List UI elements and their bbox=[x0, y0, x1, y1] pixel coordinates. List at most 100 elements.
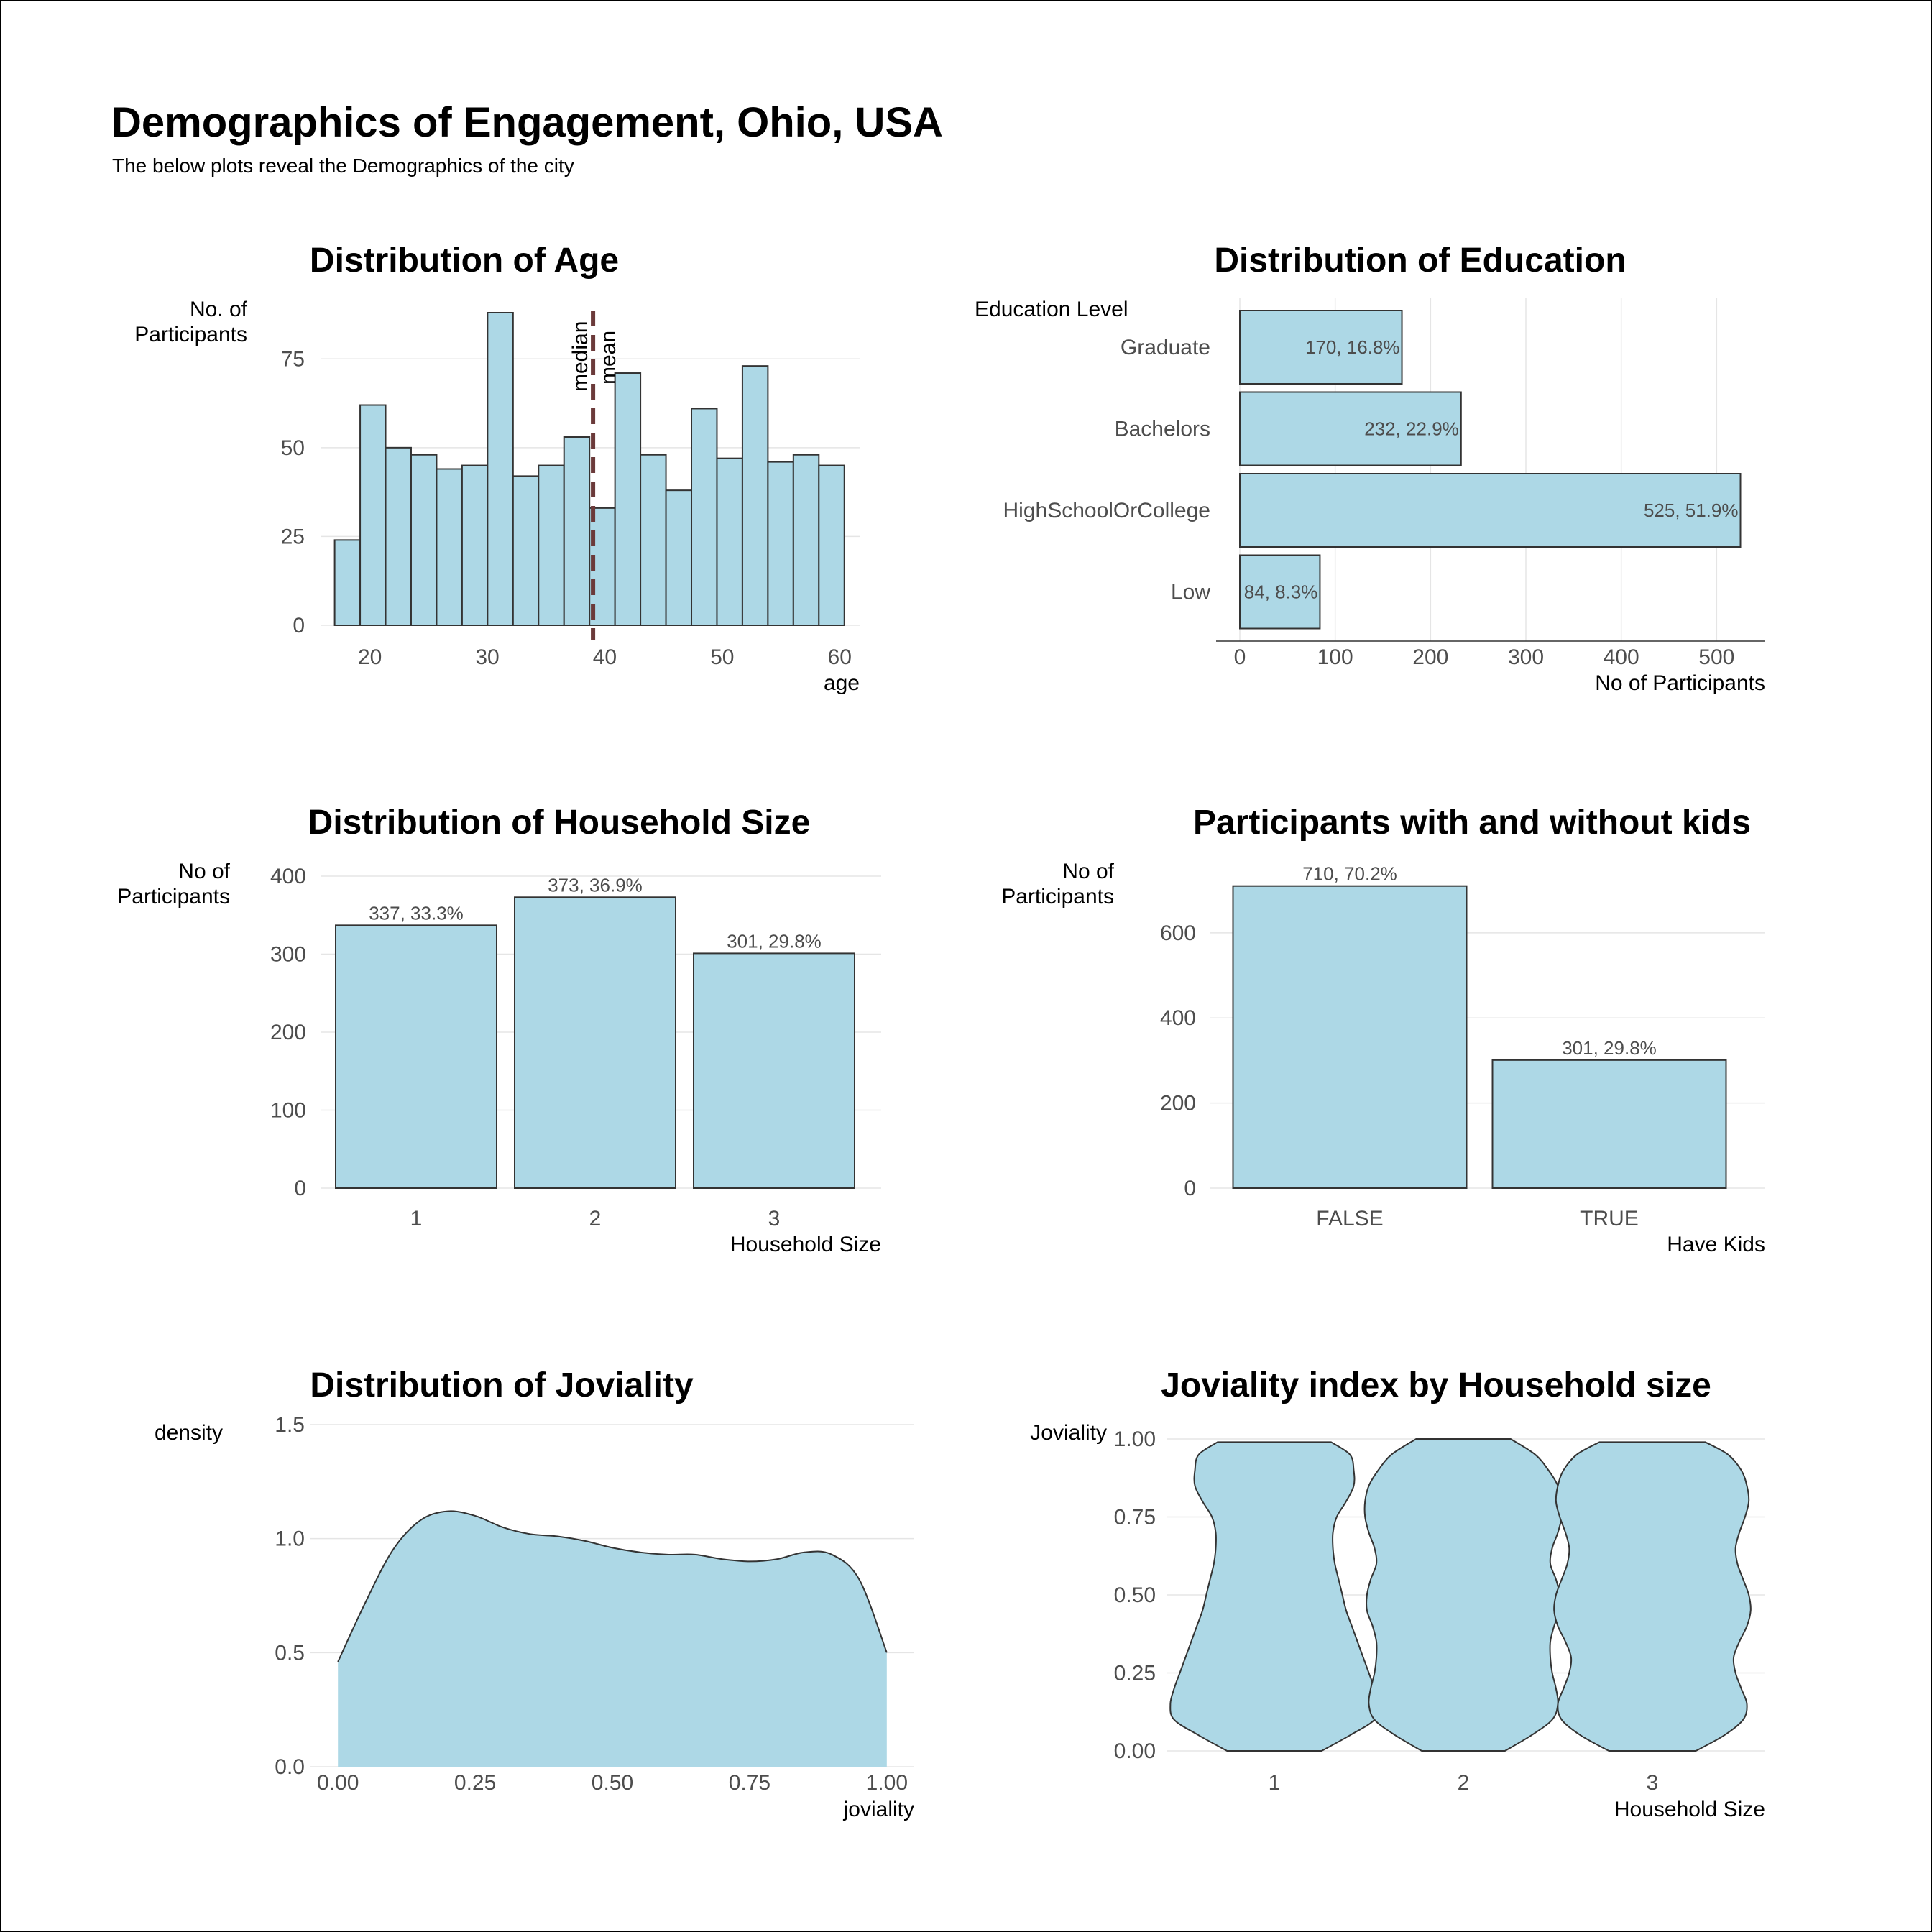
x-axis-title: Household Size bbox=[730, 1233, 881, 1256]
y-tick-label: 0.50 bbox=[1114, 1583, 1156, 1607]
bar-value-label: 301, 29.8% bbox=[727, 930, 822, 952]
bar-value-label: 373, 36.9% bbox=[548, 874, 643, 896]
violin-shape bbox=[1553, 1441, 1752, 1752]
y-tick-label: 50 bbox=[281, 436, 305, 460]
kids-bar-panel: Participants with and without kids 710, 7… bbox=[1001, 804, 1765, 1256]
education-bar-panel: Distribution of Education 170, 16.8% Gradu… bbox=[975, 242, 1765, 695]
y-tick-label: 0.0 bbox=[275, 1755, 305, 1779]
category-bar bbox=[1491, 1059, 1727, 1190]
x-tick-label: 0.00 bbox=[317, 1771, 359, 1795]
y-tick-label: 200 bbox=[1160, 1092, 1196, 1116]
y-tick-label: 100 bbox=[270, 1099, 306, 1123]
y-tick-label: Graduate bbox=[1121, 336, 1210, 359]
x-tick-label: 2 bbox=[589, 1207, 602, 1230]
histogram-bar bbox=[818, 464, 845, 626]
x-tick-label: TRUE bbox=[1580, 1207, 1639, 1230]
y-axis-title: No. of Participants bbox=[134, 298, 247, 346]
bar-value-label: 710, 70.2% bbox=[1302, 863, 1397, 885]
education-bar bbox=[1239, 391, 1462, 466]
bar-value-label: 525, 51.9% bbox=[1644, 500, 1739, 521]
y-tick-label: 1.5 bbox=[275, 1413, 305, 1437]
histogram-bar bbox=[691, 408, 718, 626]
density-line bbox=[337, 1510, 888, 1662]
x-tick-label: FALSE bbox=[1316, 1207, 1383, 1230]
x-axis-title: No of Participants bbox=[1595, 671, 1765, 695]
x-tick-label: 1 bbox=[1269, 1771, 1281, 1795]
x-tick-label: 300 bbox=[1508, 645, 1544, 669]
panel-title: Participants with and without kids bbox=[1193, 804, 1751, 842]
violin-shape bbox=[1363, 1438, 1563, 1752]
x-tick-label: 1 bbox=[410, 1207, 423, 1230]
median-label: median bbox=[569, 321, 592, 392]
category-bar bbox=[335, 924, 497, 1189]
y-tick-label: 75 bbox=[281, 347, 305, 371]
x-tick-label: 20 bbox=[358, 645, 382, 669]
histogram-bar bbox=[640, 454, 667, 627]
bar-value-label: 301, 29.8% bbox=[1562, 1037, 1657, 1059]
main-title: Demographics of Engagement, Ohio, USA bbox=[111, 99, 943, 146]
histogram-bar bbox=[436, 468, 463, 626]
x-tick-label: 1.00 bbox=[866, 1771, 908, 1795]
mean-label: mean bbox=[597, 331, 620, 385]
y-tick-label: Low bbox=[1171, 581, 1210, 604]
x-axis-title: Household Size bbox=[1614, 1798, 1765, 1821]
panel-title: Distribution of Joviality bbox=[310, 1366, 694, 1404]
y-tick-label: 0.5 bbox=[275, 1641, 305, 1665]
y-axis-title: No of Participants bbox=[1001, 860, 1114, 908]
y-tick-label: 200 bbox=[270, 1021, 306, 1044]
y-axis-title: Joviality bbox=[1030, 1421, 1107, 1445]
x-tick-label: 50 bbox=[710, 645, 734, 669]
histogram-bar bbox=[665, 489, 693, 627]
panel-title: Distribution of Household Size bbox=[308, 804, 811, 842]
y-tick-label: 25 bbox=[281, 525, 305, 548]
x-tick-label: 0.25 bbox=[454, 1771, 496, 1795]
histogram-bar bbox=[512, 475, 540, 626]
x-tick-label: 30 bbox=[475, 645, 499, 669]
histogram-bar bbox=[487, 312, 514, 626]
y-tick-label: 400 bbox=[1160, 1006, 1196, 1030]
histogram-bar bbox=[461, 464, 489, 626]
education-bar bbox=[1239, 554, 1321, 630]
x-tick-label: 100 bbox=[1317, 645, 1353, 669]
y-tick-label: 0 bbox=[294, 1177, 306, 1200]
y-tick-label: Bachelors bbox=[1115, 418, 1210, 441]
x-tick-label: 0 bbox=[1234, 645, 1246, 669]
x-tick-label: 0.50 bbox=[592, 1771, 633, 1795]
x-tick-label: 3 bbox=[768, 1207, 781, 1230]
histogram-bar bbox=[741, 365, 769, 626]
x-tick-label: 500 bbox=[1698, 645, 1734, 669]
x-tick-label: 40 bbox=[593, 645, 617, 669]
histogram-bar bbox=[792, 454, 820, 627]
histogram-bar bbox=[334, 539, 362, 627]
education-bar bbox=[1239, 473, 1742, 548]
household-size-bar-panel: Distribution of Household Size 337, 33.3%… bbox=[117, 804, 881, 1256]
main-subtitle: The below plots reveal the Demographics … bbox=[112, 155, 574, 177]
y-tick-label: 0.00 bbox=[1114, 1739, 1156, 1763]
category-bar bbox=[693, 952, 855, 1190]
histogram-bar bbox=[767, 461, 794, 627]
histogram-bar bbox=[614, 372, 642, 627]
bar-value-label: 170, 16.8% bbox=[1305, 336, 1400, 358]
panel-title: Distribution of Education bbox=[1214, 242, 1626, 280]
x-axis-title: age bbox=[824, 671, 860, 695]
education-bar bbox=[1239, 310, 1403, 385]
x-tick-label: 200 bbox=[1412, 645, 1448, 669]
x-tick-label: 3 bbox=[1647, 1771, 1659, 1795]
histogram-bar bbox=[538, 464, 565, 626]
y-tick-label: 0 bbox=[1184, 1177, 1196, 1200]
x-tick-label: 60 bbox=[828, 645, 852, 669]
y-tick-label: 0.75 bbox=[1114, 1506, 1156, 1530]
histogram-bar bbox=[716, 457, 743, 627]
x-tick-label: 400 bbox=[1604, 645, 1639, 669]
x-tick-label: 2 bbox=[1458, 1771, 1470, 1795]
y-tick-label: 1.0 bbox=[275, 1527, 305, 1551]
histogram-bar bbox=[385, 446, 412, 626]
joviality-density-panel: Distribution of Joviality 0.00 0.25 0.50 0.7… bbox=[155, 1366, 914, 1821]
y-axis-title: Education Level bbox=[975, 298, 1128, 321]
joviality-violin-panel: Joviality index by Household size 1 2 3 0.00… bbox=[1030, 1366, 1765, 1821]
density-area bbox=[338, 1511, 887, 1767]
violin-shape bbox=[1169, 1441, 1379, 1752]
y-axis-title: density bbox=[155, 1421, 223, 1445]
y-tick-label: 1.00 bbox=[1114, 1427, 1156, 1451]
